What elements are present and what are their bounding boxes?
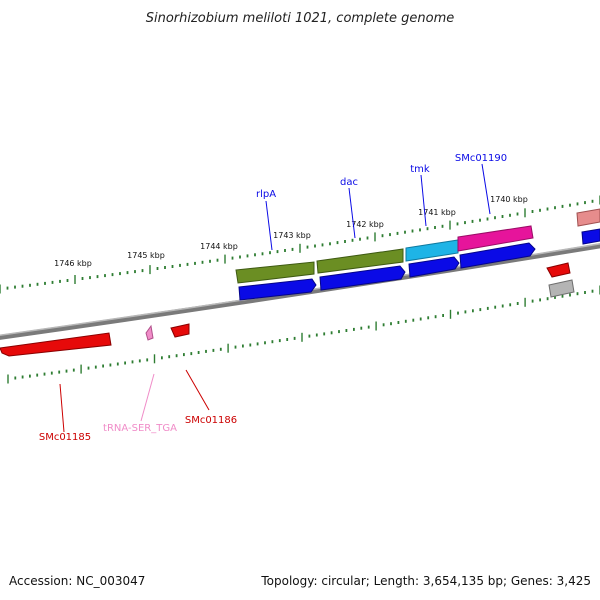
accession-text: Accession: NC_003047 xyxy=(9,574,146,588)
cds-red-small-right[interactable] xyxy=(546,262,571,278)
gene-label-dac[interactable]: dac xyxy=(340,177,358,188)
cds-blue-1[interactable] xyxy=(238,278,317,301)
reverse-strand-genes xyxy=(0,262,575,357)
cds-blue-partial[interactable] xyxy=(581,228,600,245)
gene-labels: rlpA dac tmk SMc01190 SMc01185 tRNA-SER_… xyxy=(39,153,507,443)
scale-label-1740: 1740 kbp xyxy=(490,195,528,204)
cds-blue-2[interactable] xyxy=(319,265,406,291)
gene-label-tmk[interactable]: tmk xyxy=(410,164,430,175)
cds-rlpA[interactable] xyxy=(235,261,315,284)
cds-blue-4[interactable] xyxy=(459,242,536,269)
gene-label-SMc01185[interactable]: SMc01185 xyxy=(39,432,91,443)
upper-tick-ring xyxy=(0,195,600,294)
cds-SMc01186[interactable] xyxy=(170,323,190,338)
label-leaders xyxy=(59,163,491,433)
scale-label-1745: 1745 kbp xyxy=(127,251,165,260)
scale-label-1743: 1743 kbp xyxy=(273,231,311,240)
trna-SER-TGA[interactable] xyxy=(145,324,154,341)
cds-SMc01190[interactable] xyxy=(457,225,534,252)
map-title: Sinorhizobium meliloti 1021, complete ge… xyxy=(146,11,455,26)
gene-label-tRNA-SER_TGA[interactable]: tRNA-SER_TGA xyxy=(103,423,177,434)
scale-label-1741: 1741 kbp xyxy=(418,208,456,217)
scale-label-1744: 1744 kbp xyxy=(200,242,238,251)
cds-blue-3[interactable] xyxy=(408,256,460,278)
forward-strand-blue-genes xyxy=(238,228,600,301)
lower-tick-ring xyxy=(7,285,600,384)
cds-tmk[interactable] xyxy=(405,239,459,262)
cds-grey-small[interactable] xyxy=(548,279,575,298)
forward-strand-genes xyxy=(235,208,600,284)
gene-label-SMc01190[interactable]: SMc01190 xyxy=(455,153,507,164)
cds-SMc01185[interactable] xyxy=(0,332,112,357)
cds-partial-salmon[interactable] xyxy=(576,208,600,227)
topology-text: Topology: circular; Length: 3,654,135 bp… xyxy=(261,574,591,588)
scale-label-1742: 1742 kbp xyxy=(346,220,384,229)
gene-label-rlpA[interactable]: rlpA xyxy=(256,189,276,200)
scale-labels: 1746 kbp 1745 kbp 1744 kbp 1743 kbp 1742… xyxy=(54,195,528,268)
gene-label-SMc01186[interactable]: SMc01186 xyxy=(185,415,237,426)
scale-label-1746: 1746 kbp xyxy=(54,259,92,268)
cds-dac[interactable] xyxy=(316,248,404,274)
